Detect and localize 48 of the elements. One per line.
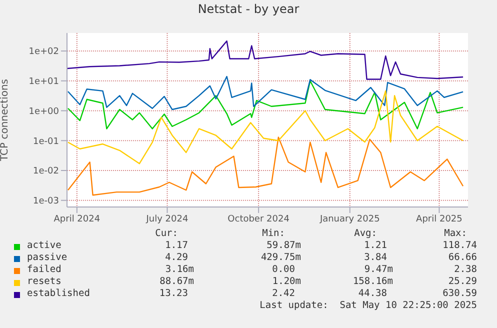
text: 1.17 [165,240,188,251]
x-tick-label: April 2024 [54,214,100,224]
line-series [67,80,464,130]
text: 1.21 [364,240,387,251]
legend-label: failed [27,264,62,275]
text: 2.42 [272,288,295,299]
y-tick-label: 1e-02 [33,166,59,177]
x-tick-label: July 2024 [145,214,188,224]
text: 429.75m [260,252,301,263]
x-tick-label: April 2025 [416,214,462,224]
y-axis-title: TCP connections [0,78,11,162]
text: 118.74 [442,240,477,251]
text: 3.84 [364,252,387,263]
text: 2.38 [454,264,477,275]
x-tick-label: October 2024 [228,214,290,224]
text: Max: [444,228,467,239]
text: 1.20m [272,276,301,287]
x-tick-label: January 2025 [318,214,380,224]
text: 13.23 [159,288,188,299]
line-series [67,90,464,164]
legend-label: resets [27,276,62,287]
text: 158.16m [352,276,393,287]
text: 88.67m [160,276,194,287]
line-series [67,40,464,80]
y-tick-label: 1e-01 [33,136,59,147]
text: 66.66 [448,252,477,263]
text: 3.16m [165,264,194,275]
line-series [67,76,464,110]
legend-label: passive [27,252,68,263]
legend-label: active [27,240,62,251]
text: 25.29 [448,276,477,287]
y-tick-label: 1e+02 [28,47,59,58]
text: 44.38 [358,288,387,299]
text: 9.47m [364,264,393,275]
text: Cur: [155,228,178,239]
text: 630.59 [442,288,477,299]
text: Min: [262,228,285,239]
legend-label: established [27,288,90,299]
text: 4.29 [165,252,188,263]
chart-title: Netstat - by year [196,2,300,16]
line-series [67,136,464,196]
text: 0.00 [272,264,295,275]
y-tick-label: 1e+01 [28,77,59,88]
text: 59.87m [266,240,301,251]
y-tick-label: 1e+00 [28,106,60,117]
text: Last update: Sat May 10 22:25:00 2025 [260,300,477,311]
y-tick-label: 1e-03 [33,196,59,207]
text: Avg: [354,228,377,239]
